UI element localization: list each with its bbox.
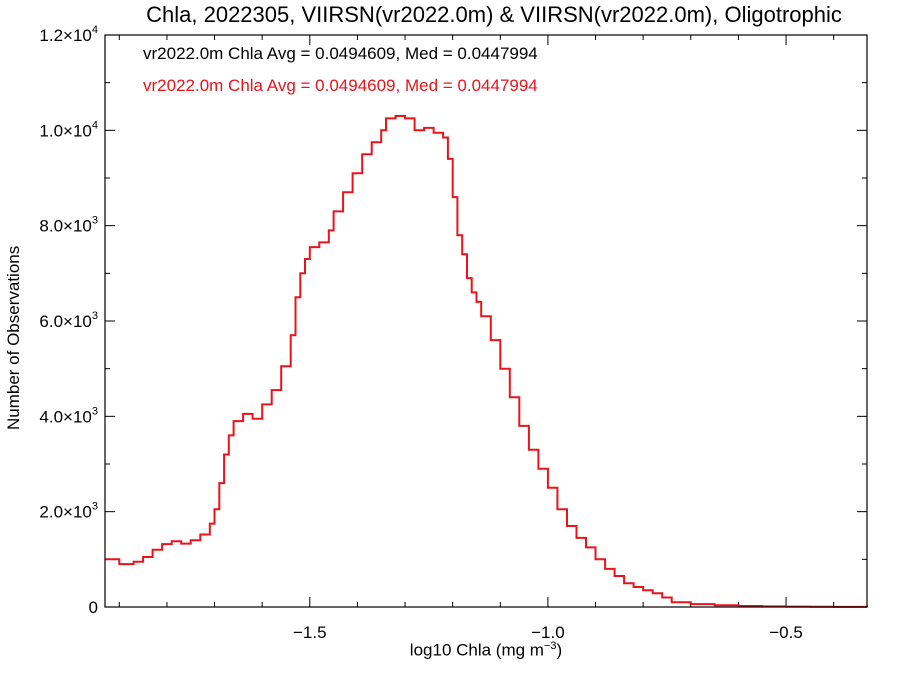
x-axis-label: log10 Chla (mg m−3) (0, 640, 900, 661)
y-tick-label: 2.0×103 (39, 501, 98, 522)
y-tick-label: 4.0×103 (39, 405, 98, 426)
y-tick-label: 0 (89, 598, 98, 617)
x-axis-label-exponent: −3 (543, 640, 557, 652)
x-axis-label-main: log10 Chla (mg m (409, 640, 544, 660)
series-layer (105, 115, 868, 608)
y-tick-label: 1.2×104 (39, 24, 98, 45)
y-tick-label: 8.0×103 (39, 215, 98, 236)
annotation-line-2: vr2022.0m Chla Avg = 0.0494609, Med = 0.… (143, 76, 538, 95)
histogram-series-line (105, 115, 868, 608)
plot-frame (104, 34, 868, 608)
x-axis-label-close: ) (556, 640, 563, 660)
y-tick-label: 1.0×104 (39, 119, 98, 140)
chart-title: Chla, 2022305, VIIRSN(vr2022.0m) & VIIRS… (146, 2, 842, 27)
axis-ticks-layer (105, 34, 867, 608)
y-tick-label: 6.0×103 (39, 310, 98, 331)
x-tick-label: −1.5 (293, 623, 327, 642)
annotation-line-1: vr2022.0m Chla Avg = 0.0494609, Med = 0.… (143, 44, 538, 63)
x-tick-label: −0.5 (769, 623, 803, 642)
y-axis-label: Number of Observations (4, 245, 23, 430)
x-tick-label: −1.0 (531, 623, 565, 642)
tick-labels-layer: −1.5 −1.0 −0.5 0 2.0×103 4.0×103 6.0×103 8.0×10… (39, 24, 802, 642)
